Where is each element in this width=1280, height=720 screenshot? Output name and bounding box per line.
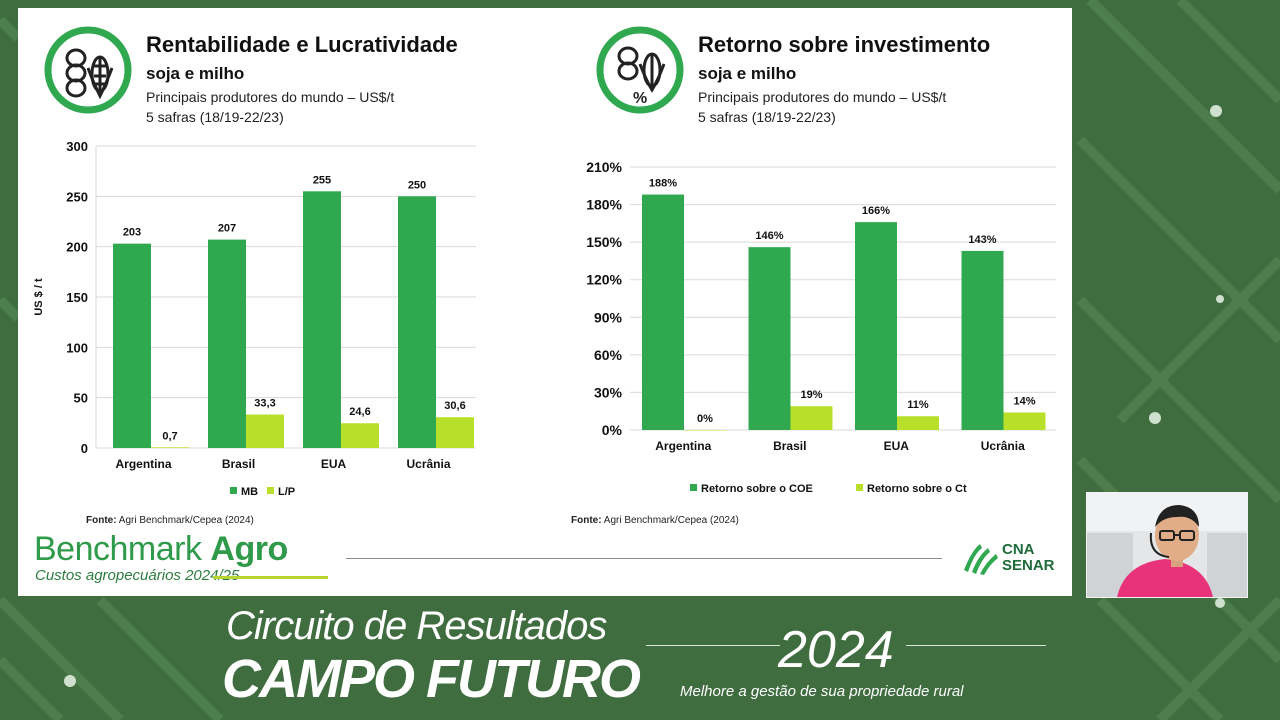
campo-futuro-title: CAMPO FUTURO [222,649,641,709]
chart2-source: Fonte: Agri Benchmark/Cepea (2024) [571,515,739,526]
circuito-title: Circuito de Resultados [226,604,607,648]
chart1-xtick-label: EUA [321,457,347,471]
chart1-data-label: 255 [313,174,331,186]
benchmark-agro-logo: Benchmark Agro [34,530,288,568]
chart2-ytick-label: 90% [594,309,623,325]
chart1-data-label: 0,7 [162,430,177,442]
chart1-ytick-label: 300 [66,139,88,154]
chart1-bar-mb [113,243,151,448]
presenter-avatar [1087,493,1247,597]
chart2-data-label: 0% [697,413,713,425]
event-tagline: Melhore a gestão de sua propriedade rura… [680,683,964,700]
chart1-bar-l-p [151,447,189,448]
chart2-bar-retorno-sobre-o-coe [642,194,684,430]
soy-corn-icon [44,26,132,114]
chart2-data-label: 19% [800,389,822,401]
chart2-bar-retorno-sobre-o-ct [684,430,726,431]
chart2-ytick-label: 120% [586,272,622,288]
chart1-legend-swatch [230,487,237,494]
chart2-subtitle: soja e milho [698,64,797,83]
chart1-data-label: 30,6 [444,400,465,412]
chart1-bar-l-p [436,417,474,448]
return-percent-icon: % [596,26,684,114]
chart2-xtick-label: EUA [884,439,910,453]
chart2-ytick-label: 180% [586,197,622,213]
chart1-data-label: 24,6 [349,406,370,418]
chart1-legend-label: L/P [278,486,295,498]
chart1-ytick-label: 100 [66,340,88,355]
chart1-bar-l-p [246,414,284,448]
chart1-ytick-label: 200 [66,240,88,255]
cna-senar-logo-text: CNA SENAR [1002,541,1055,574]
chart2-bar-retorno-sobre-o-ct [790,406,833,430]
chart1-xtick-label: Ucrânia [406,457,450,471]
benchmark-underline [213,576,328,579]
benchmark-subtitle: Custos agropecuários 2024/25 [35,567,240,584]
chart2-data-label: 188% [649,178,677,190]
chart2-description-line1: Principais produtores do mundo – US$/t [698,89,947,105]
chart2-bar-retorno-sobre-o-coe [961,250,1004,430]
chart2-data-label: 143% [968,234,996,246]
chart1-data-label: 33,3 [254,397,275,409]
chart2-ytick-label: 0% [602,422,623,438]
year-divider-right [906,645,1046,646]
chart1-title: Rentabilidade e Lucratividade [146,32,458,57]
chart1-description-line1: Principais produtores do mundo – US$/t [146,89,395,105]
chart2-bar-retorno-sobre-o-ct [897,416,939,430]
chart1-ytick-label: 0 [81,441,88,456]
chart2-data-label: 166% [862,205,890,217]
chart1-data-label: 250 [408,179,426,191]
cna-senar-logo-icon [964,544,998,575]
chart1-source: Fonte: Agri Benchmark/Cepea (2024) [86,515,254,526]
chart2-bar-retorno-sobre-o-coe [855,222,897,430]
presentation-slide: Rentabilidade e Lucratividade soja e mil… [18,8,1072,596]
chart2-data-label: 11% [907,399,929,411]
chart2-ytick-label: 150% [586,234,622,250]
chart2-ytick-label: 60% [594,347,623,363]
event-year: 2024 [778,621,894,679]
footer-divider [346,558,942,559]
chart1-bar-mb [303,191,341,449]
chart2-ytick-label: 30% [594,384,623,400]
chart1-bar-l-p [341,423,379,448]
chart1-ytick-label: 250 [66,189,88,204]
presenter-webcam [1086,492,1248,598]
chart1-bar-mb [398,196,436,448]
chart1-xtick-label: Brasil [222,457,255,471]
chart2-title: Retorno sobre investimento [698,32,991,57]
chart2-xtick-label: Ucrânia [981,439,1025,453]
chart-profitability: 0 50 100 150 200 250 300 203 0,7 Argentina 207 33,3… [33,139,476,498]
chart1-description-line2: 5 safras (18/19-22/23) [146,109,284,125]
chart2-bar-retorno-sobre-o-ct [1003,412,1046,430]
chart2-legend-label: Retorno sobre o COE [701,483,813,495]
chart-return-on-investment: 0% 30% 60% 90% 120% 150% 180% 210% 188% 0% Argenti… [586,159,1056,495]
chart2-legend-swatch [690,484,697,491]
chart1-legend-swatch [267,487,274,494]
chart2-data-label: 14% [1013,395,1035,407]
svg-text:%: % [633,90,647,107]
chart1-xtick-label: Argentina [115,457,171,471]
chart2-xtick-label: Brasil [773,439,806,453]
chart2-ytick-label: 210% [586,159,622,175]
chart1-data-label: 207 [218,223,236,235]
year-divider-left [646,645,780,646]
chart2-data-label: 146% [755,230,783,242]
chart2-bar-retorno-sobre-o-coe [748,247,791,430]
chart1-data-label: 203 [123,227,141,239]
chart2-description-line2: 5 safras (18/19-22/23) [698,109,836,125]
chart1-ytick-label: 50 [74,391,88,406]
chart1-y-axis-label: US $ / t [33,278,45,316]
chart1-ytick-label: 150 [66,290,88,305]
chart2-legend-swatch [856,484,863,491]
chart1-bar-mb [208,239,246,448]
chart2-xtick-label: Argentina [655,439,711,453]
chart1-legend-label: MB [241,486,258,498]
chart2-legend-label: Retorno sobre o Ct [867,483,967,495]
chart1-subtitle: soja e milho [146,64,245,83]
